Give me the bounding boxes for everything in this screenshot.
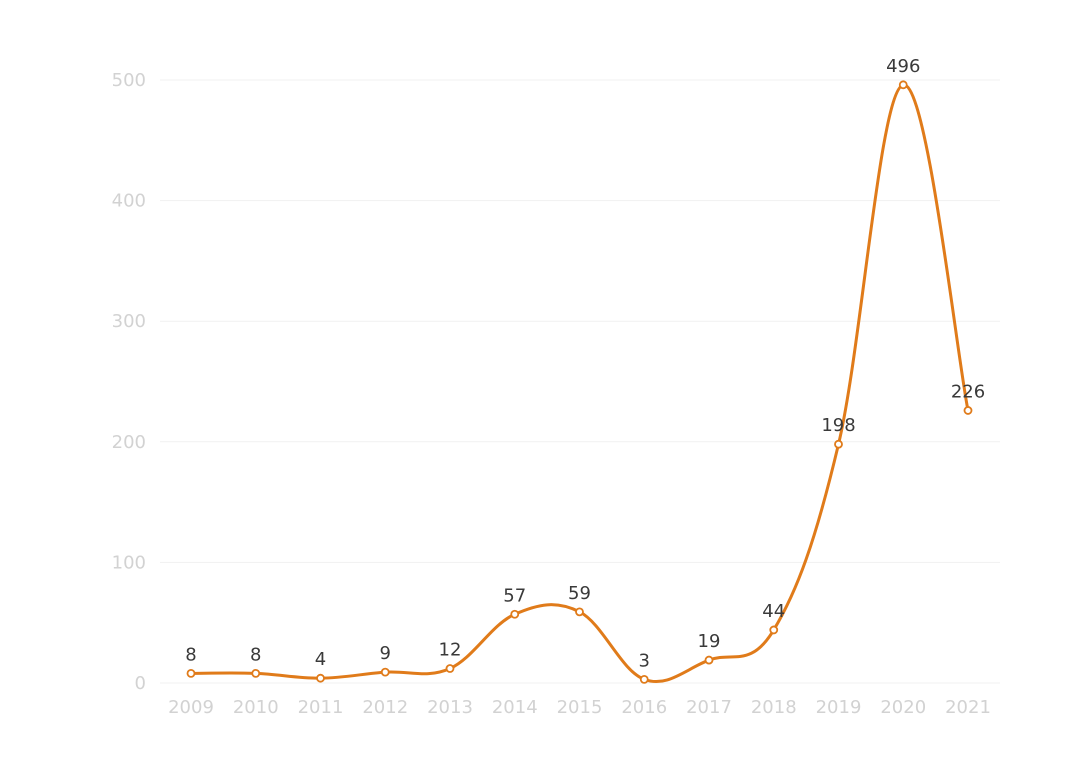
data-point	[445, 664, 455, 673]
y-tick-label: 400	[112, 191, 146, 212]
x-tick-label: 2018	[751, 697, 797, 718]
x-axis-ticks: 2009 2010 2011 2012 2013 2014 2015 2016 2017 2018…	[168, 697, 991, 718]
data-label: 3	[639, 650, 650, 671]
y-tick-label: 500	[112, 70, 146, 91]
x-tick-label: 2017	[686, 697, 732, 718]
y-tick-label: 200	[112, 432, 146, 453]
data-point	[834, 439, 843, 449]
x-tick-label: 2019	[816, 697, 862, 718]
data-label: 59	[568, 583, 591, 604]
data-point	[316, 673, 325, 683]
data-point	[704, 655, 714, 665]
data-label: 12	[439, 640, 462, 661]
x-tick-label: 2010	[233, 697, 279, 718]
data-point	[575, 607, 584, 617]
x-tick-label: 2016	[621, 697, 667, 718]
data-point	[251, 668, 261, 678]
x-tick-label: 2012	[362, 697, 408, 718]
y-tick-label: 100	[112, 552, 146, 573]
x-tick-label: 2020	[880, 697, 926, 718]
y-tick-label: 300	[112, 311, 146, 332]
data-point	[639, 674, 649, 684]
data-label: 8	[185, 644, 196, 665]
x-tick-label: 2009	[168, 697, 214, 718]
x-tick-label: 2015	[557, 697, 603, 718]
y-tick-label: 0	[135, 673, 146, 694]
data-label: 4	[315, 649, 326, 670]
data-labels: 8 8 4 9 12 57 59 3 19 44 198 496 226	[185, 56, 985, 672]
data-point	[510, 609, 520, 619]
data-label: 496	[886, 56, 920, 77]
data-label: 57	[503, 585, 526, 606]
data-label: 198	[821, 415, 855, 436]
data-label: 8	[250, 644, 261, 665]
data-points	[186, 80, 973, 684]
y-axis-ticks: 0 100 200 300 400 500	[112, 70, 146, 694]
data-point	[380, 667, 390, 677]
x-tick-label: 2014	[492, 697, 538, 718]
data-label: 226	[951, 381, 985, 402]
data-label: 44	[762, 601, 785, 622]
data-point	[963, 406, 973, 415]
data-label: 19	[698, 631, 721, 652]
x-tick-label: 2021	[945, 697, 991, 718]
gridlines	[160, 79, 1000, 684]
data-point	[769, 625, 779, 635]
data-point	[186, 668, 196, 678]
data-point	[898, 80, 908, 90]
x-tick-label: 2013	[427, 697, 473, 718]
x-tick-label: 2011	[298, 697, 344, 718]
data-label: 9	[380, 643, 391, 664]
